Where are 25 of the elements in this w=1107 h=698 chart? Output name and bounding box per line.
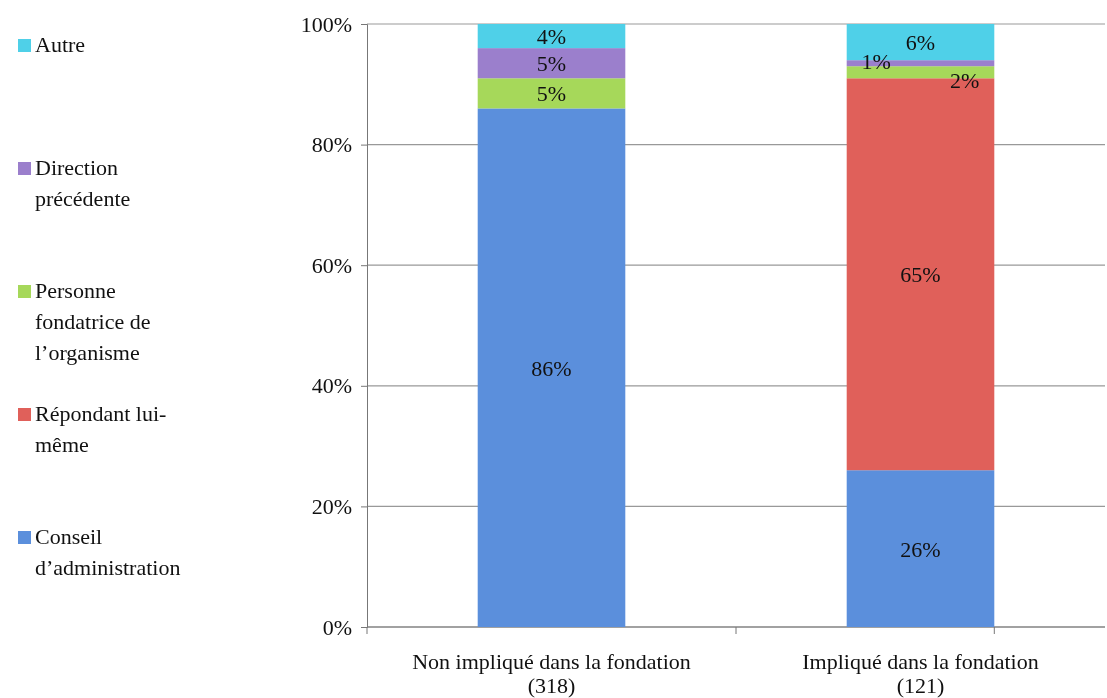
x-tick-label: Non impliqué dans la fondation (318) <box>412 649 691 698</box>
data-label: 4% <box>536 24 567 50</box>
data-label: 86% <box>531 355 572 381</box>
legend-label: Autre <box>35 32 86 57</box>
data-label: 6% <box>905 30 936 56</box>
y-tick-label: 0% <box>322 614 352 640</box>
y-tick-label: 80% <box>311 132 352 158</box>
data-label: 26% <box>900 536 941 562</box>
data-label: 5% <box>536 81 567 107</box>
y-tick-label: 60% <box>311 252 352 278</box>
x-tick-label: Impliqué dans la fondation (121) <box>802 649 1039 698</box>
y-tick-label: 40% <box>311 373 352 399</box>
data-label: 65% <box>900 262 941 288</box>
legend-label: Direction précédente <box>35 155 131 211</box>
data-label: 5% <box>536 51 567 77</box>
y-tick-label: 20% <box>311 493 352 519</box>
legend-label: Conseil d’administration <box>35 524 181 580</box>
bar <box>846 470 995 627</box>
y-tick-label: 100% <box>300 11 352 37</box>
legend-label: Personne fondatrice de l’organisme <box>35 278 151 365</box>
legend-label: Répondant lui-même <box>35 401 167 457</box>
bar <box>477 108 626 627</box>
bar <box>477 24 626 49</box>
bar <box>477 48 626 79</box>
bar <box>477 78 626 109</box>
